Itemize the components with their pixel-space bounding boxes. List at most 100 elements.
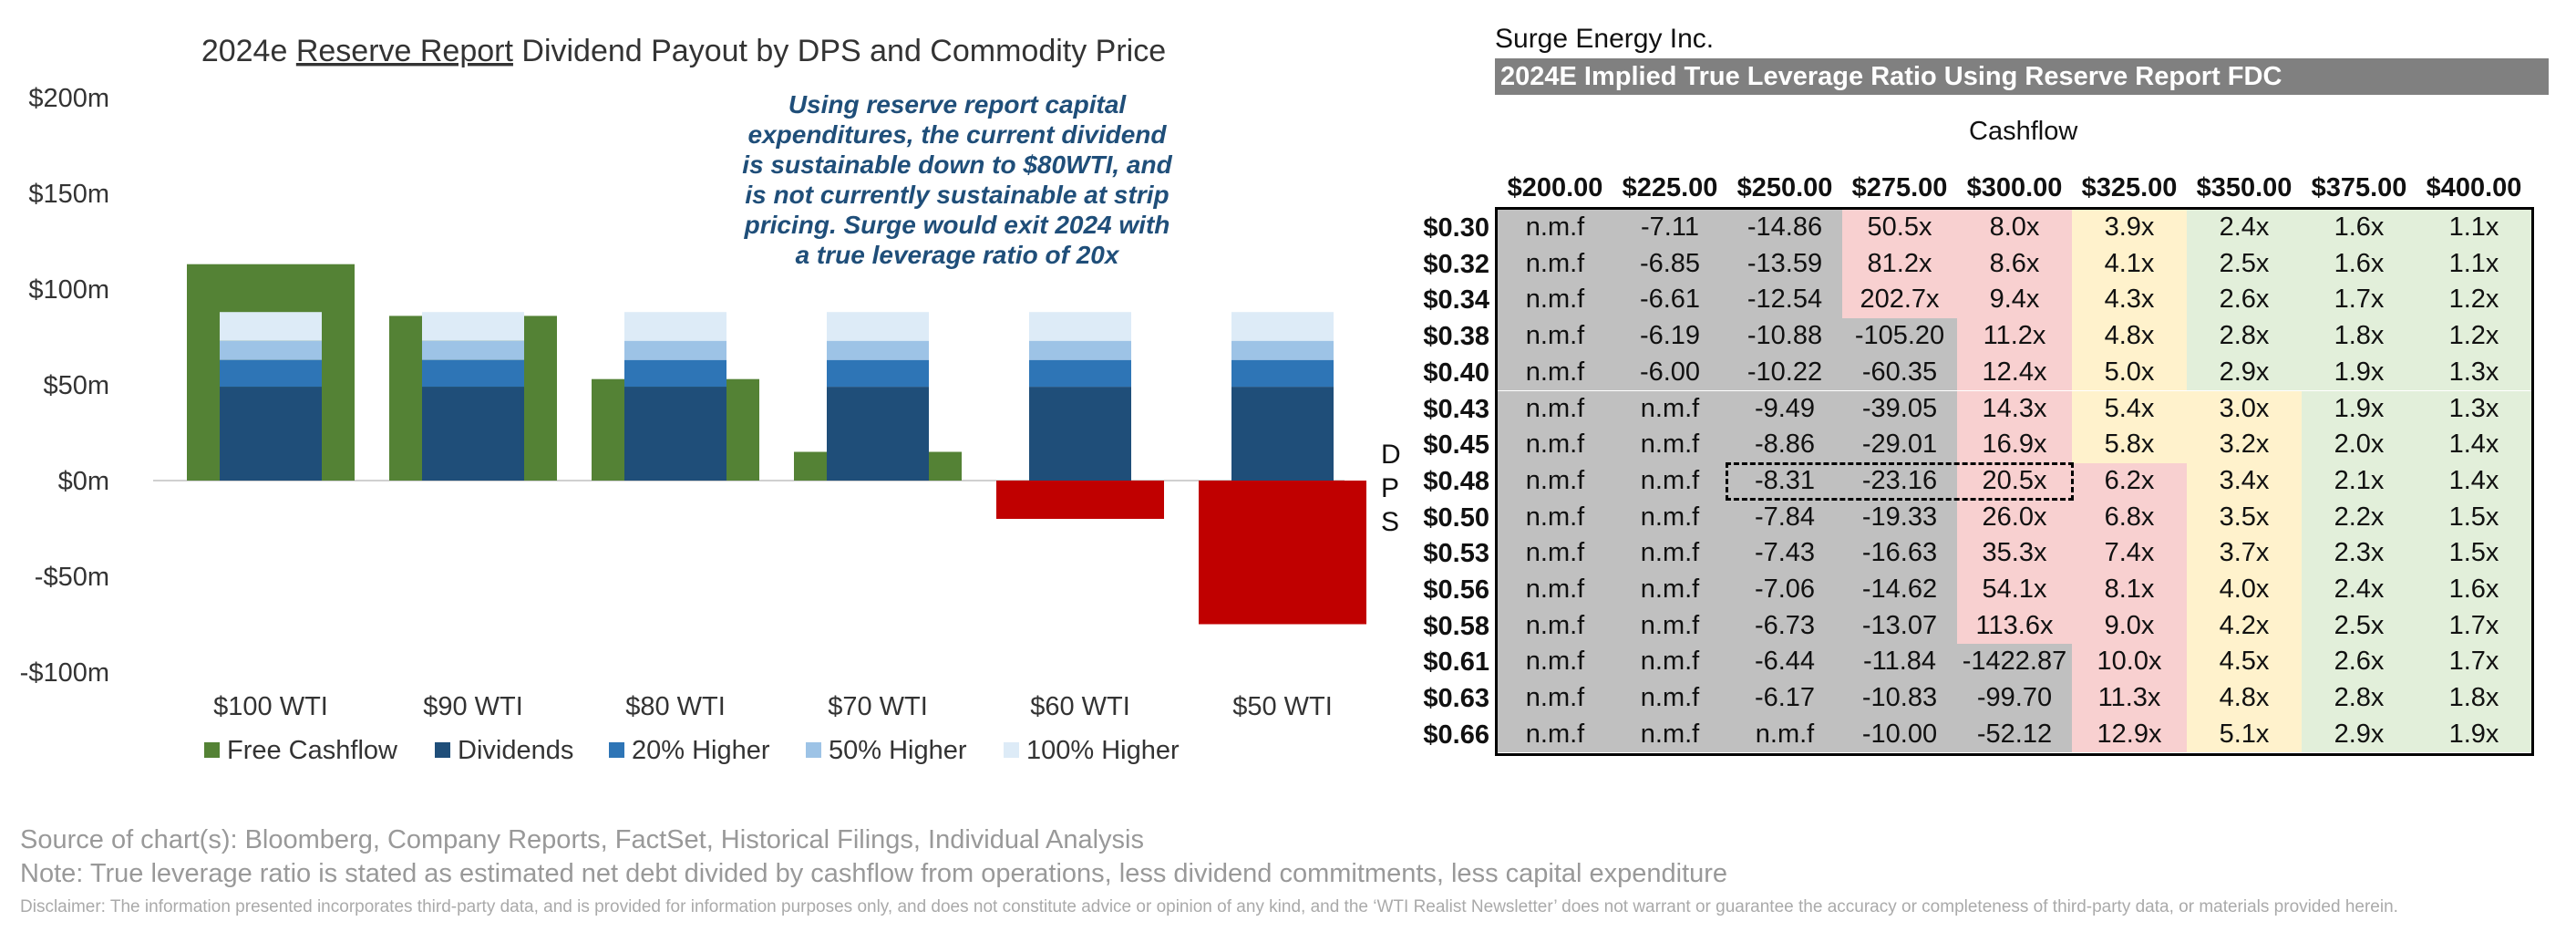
column-header-cashflow: $275.00 (1851, 173, 1948, 202)
table-cell: -6.85 (1613, 245, 1727, 283)
table-cell: 16.9x (1957, 427, 2072, 463)
table-cell: 2.6x (2302, 644, 2416, 681)
table-cell: 1.9x (2302, 354, 2416, 391)
row-header-dps: $0.61 (1423, 647, 1489, 678)
table-cell: 2.9x (2302, 716, 2416, 753)
table-cell: 1.3x (2416, 390, 2531, 428)
x-tick-label: $90 WTI (423, 692, 523, 721)
stack-bar-100-higher (220, 312, 322, 341)
legend-swatch (609, 742, 624, 758)
x-tick-label: $100 WTI (213, 692, 328, 721)
title-reserve-report: Reserve Report (296, 34, 514, 68)
stack-bar-dividends (827, 387, 929, 481)
table-cell: -8.86 (1727, 427, 1842, 463)
table-cell: n.m.f (1613, 572, 1727, 608)
table-cell: 1.4x (2416, 427, 2531, 463)
table-cell: 1.5x (2416, 499, 2531, 536)
table-cell: -6.00 (1613, 354, 1727, 391)
table-cell: -14.62 (1842, 572, 1957, 608)
table-cell: 35.3x (1957, 535, 2072, 572)
stack-bar-dividends (624, 387, 726, 481)
stack-bar-20-higher (827, 359, 929, 388)
table-cell: -13.07 (1842, 607, 1957, 645)
legend-label: Dividends (458, 736, 573, 765)
table-cell: -6.44 (1727, 644, 1842, 681)
table-cell: 1.6x (2302, 245, 2416, 283)
table-cell: 3.5x (2187, 499, 2302, 536)
table-cell: -105.20 (1842, 318, 1957, 355)
highlight-box (1726, 461, 2074, 501)
column-header-cashflow: $375.00 (2311, 173, 2407, 202)
table-cell: n.m.f (1498, 282, 1613, 319)
table-cell: -7.11 (1613, 210, 1727, 246)
stack-bar-20-higher (624, 359, 726, 388)
bar-chart-panel: 2024e Reserve Report Dividend Payout by … (0, 0, 1367, 802)
stack-bar-100-higher (1029, 312, 1131, 341)
table-cell: 5.8x (2072, 427, 2187, 463)
table-cell: 2.5x (2302, 607, 2416, 645)
table-cell: -39.05 (1842, 390, 1957, 428)
legend-label: 100% Higher (1026, 736, 1180, 765)
x-tick-label: $80 WTI (625, 692, 726, 721)
table-cell: 113.6x (1957, 607, 2072, 645)
table-cell: n.m.f (1498, 535, 1613, 572)
table-cell: n.m.f (1613, 499, 1727, 536)
table-cell: n.m.f (1613, 644, 1727, 681)
stack-bar-50-higher (827, 340, 929, 360)
table-cell: n.m.f (1613, 462, 1727, 500)
table-cell: 14.3x (1957, 390, 2072, 428)
table-cell: 4.2x (2187, 607, 2302, 645)
row-header-dps: $0.50 (1423, 502, 1489, 533)
definition-note: Note: True leverage ratio is stated as e… (20, 859, 1728, 888)
y-tick-label: $0m (58, 467, 109, 496)
table-cell: 81.2x (1842, 245, 1957, 283)
table-cell: -29.01 (1842, 427, 1957, 463)
table-cell: 10.0x (2072, 644, 2187, 681)
table-cell: 11.2x (1957, 318, 2072, 355)
table-cell: 2.1x (2302, 462, 2416, 500)
y-tick-label: $150m (28, 180, 109, 209)
table-cell: n.m.f (1727, 716, 1842, 753)
column-header-cashflow: $250.00 (1736, 173, 1833, 202)
row-header-dps: $0.34 (1423, 285, 1489, 316)
source-note: Source of chart(s): Bloomberg, Company R… (20, 825, 1144, 854)
table-cell: 202.7x (1842, 282, 1957, 319)
table-cell: -99.70 (1957, 680, 2072, 717)
table-cell: n.m.f (1613, 680, 1727, 717)
table-cell: 1.1x (2416, 210, 2531, 246)
table-cell: -14.86 (1727, 210, 1842, 246)
table-cell: n.m.f (1498, 245, 1613, 283)
table-cell: 8.6x (1957, 245, 2072, 283)
table-cell: -7.43 (1727, 535, 1842, 572)
table-cell: 1.4x (2416, 462, 2531, 500)
dps-letter: S (1381, 507, 1400, 537)
table-cell: 2.9x (2187, 354, 2302, 391)
row-header-dps: $0.43 (1423, 394, 1489, 424)
table-cell: 1.6x (2302, 210, 2416, 246)
annotation-line: expenditures, the current dividend (748, 120, 1168, 149)
table-cell: 6.2x (2072, 462, 2187, 500)
table-cell: 4.8x (2187, 680, 2302, 717)
table-cell: 2.5x (2187, 245, 2302, 283)
y-tick-label: $100m (28, 275, 109, 305)
table-cell: -12.54 (1727, 282, 1842, 319)
dps-letter: D (1381, 440, 1401, 470)
legend-label: Free Cashflow (227, 736, 398, 765)
stack-bar-50-higher (220, 340, 322, 360)
table-cell: n.m.f (1613, 390, 1727, 428)
table-cell: n.m.f (1498, 499, 1613, 536)
row-header-dps: $0.38 (1423, 322, 1489, 352)
y-tick-label: $50m (43, 371, 109, 400)
table-cell: 26.0x (1957, 499, 2072, 536)
table-cell: 1.3x (2416, 354, 2531, 391)
table-cell: 5.4x (2072, 390, 2187, 428)
table-cell: n.m.f (1498, 607, 1613, 645)
table-cell: n.m.f (1613, 607, 1727, 645)
row-header-dps: $0.48 (1423, 466, 1489, 496)
row-header-dps: $0.40 (1423, 357, 1489, 388)
table-cell: -16.63 (1842, 535, 1957, 572)
stack-bar-20-higher (220, 359, 322, 388)
title-rest: Dividend Payout by DPS and Commodity Pri… (513, 34, 1166, 68)
table-cell: 1.2x (2416, 318, 2531, 355)
table-cell: 3.7x (2187, 535, 2302, 572)
